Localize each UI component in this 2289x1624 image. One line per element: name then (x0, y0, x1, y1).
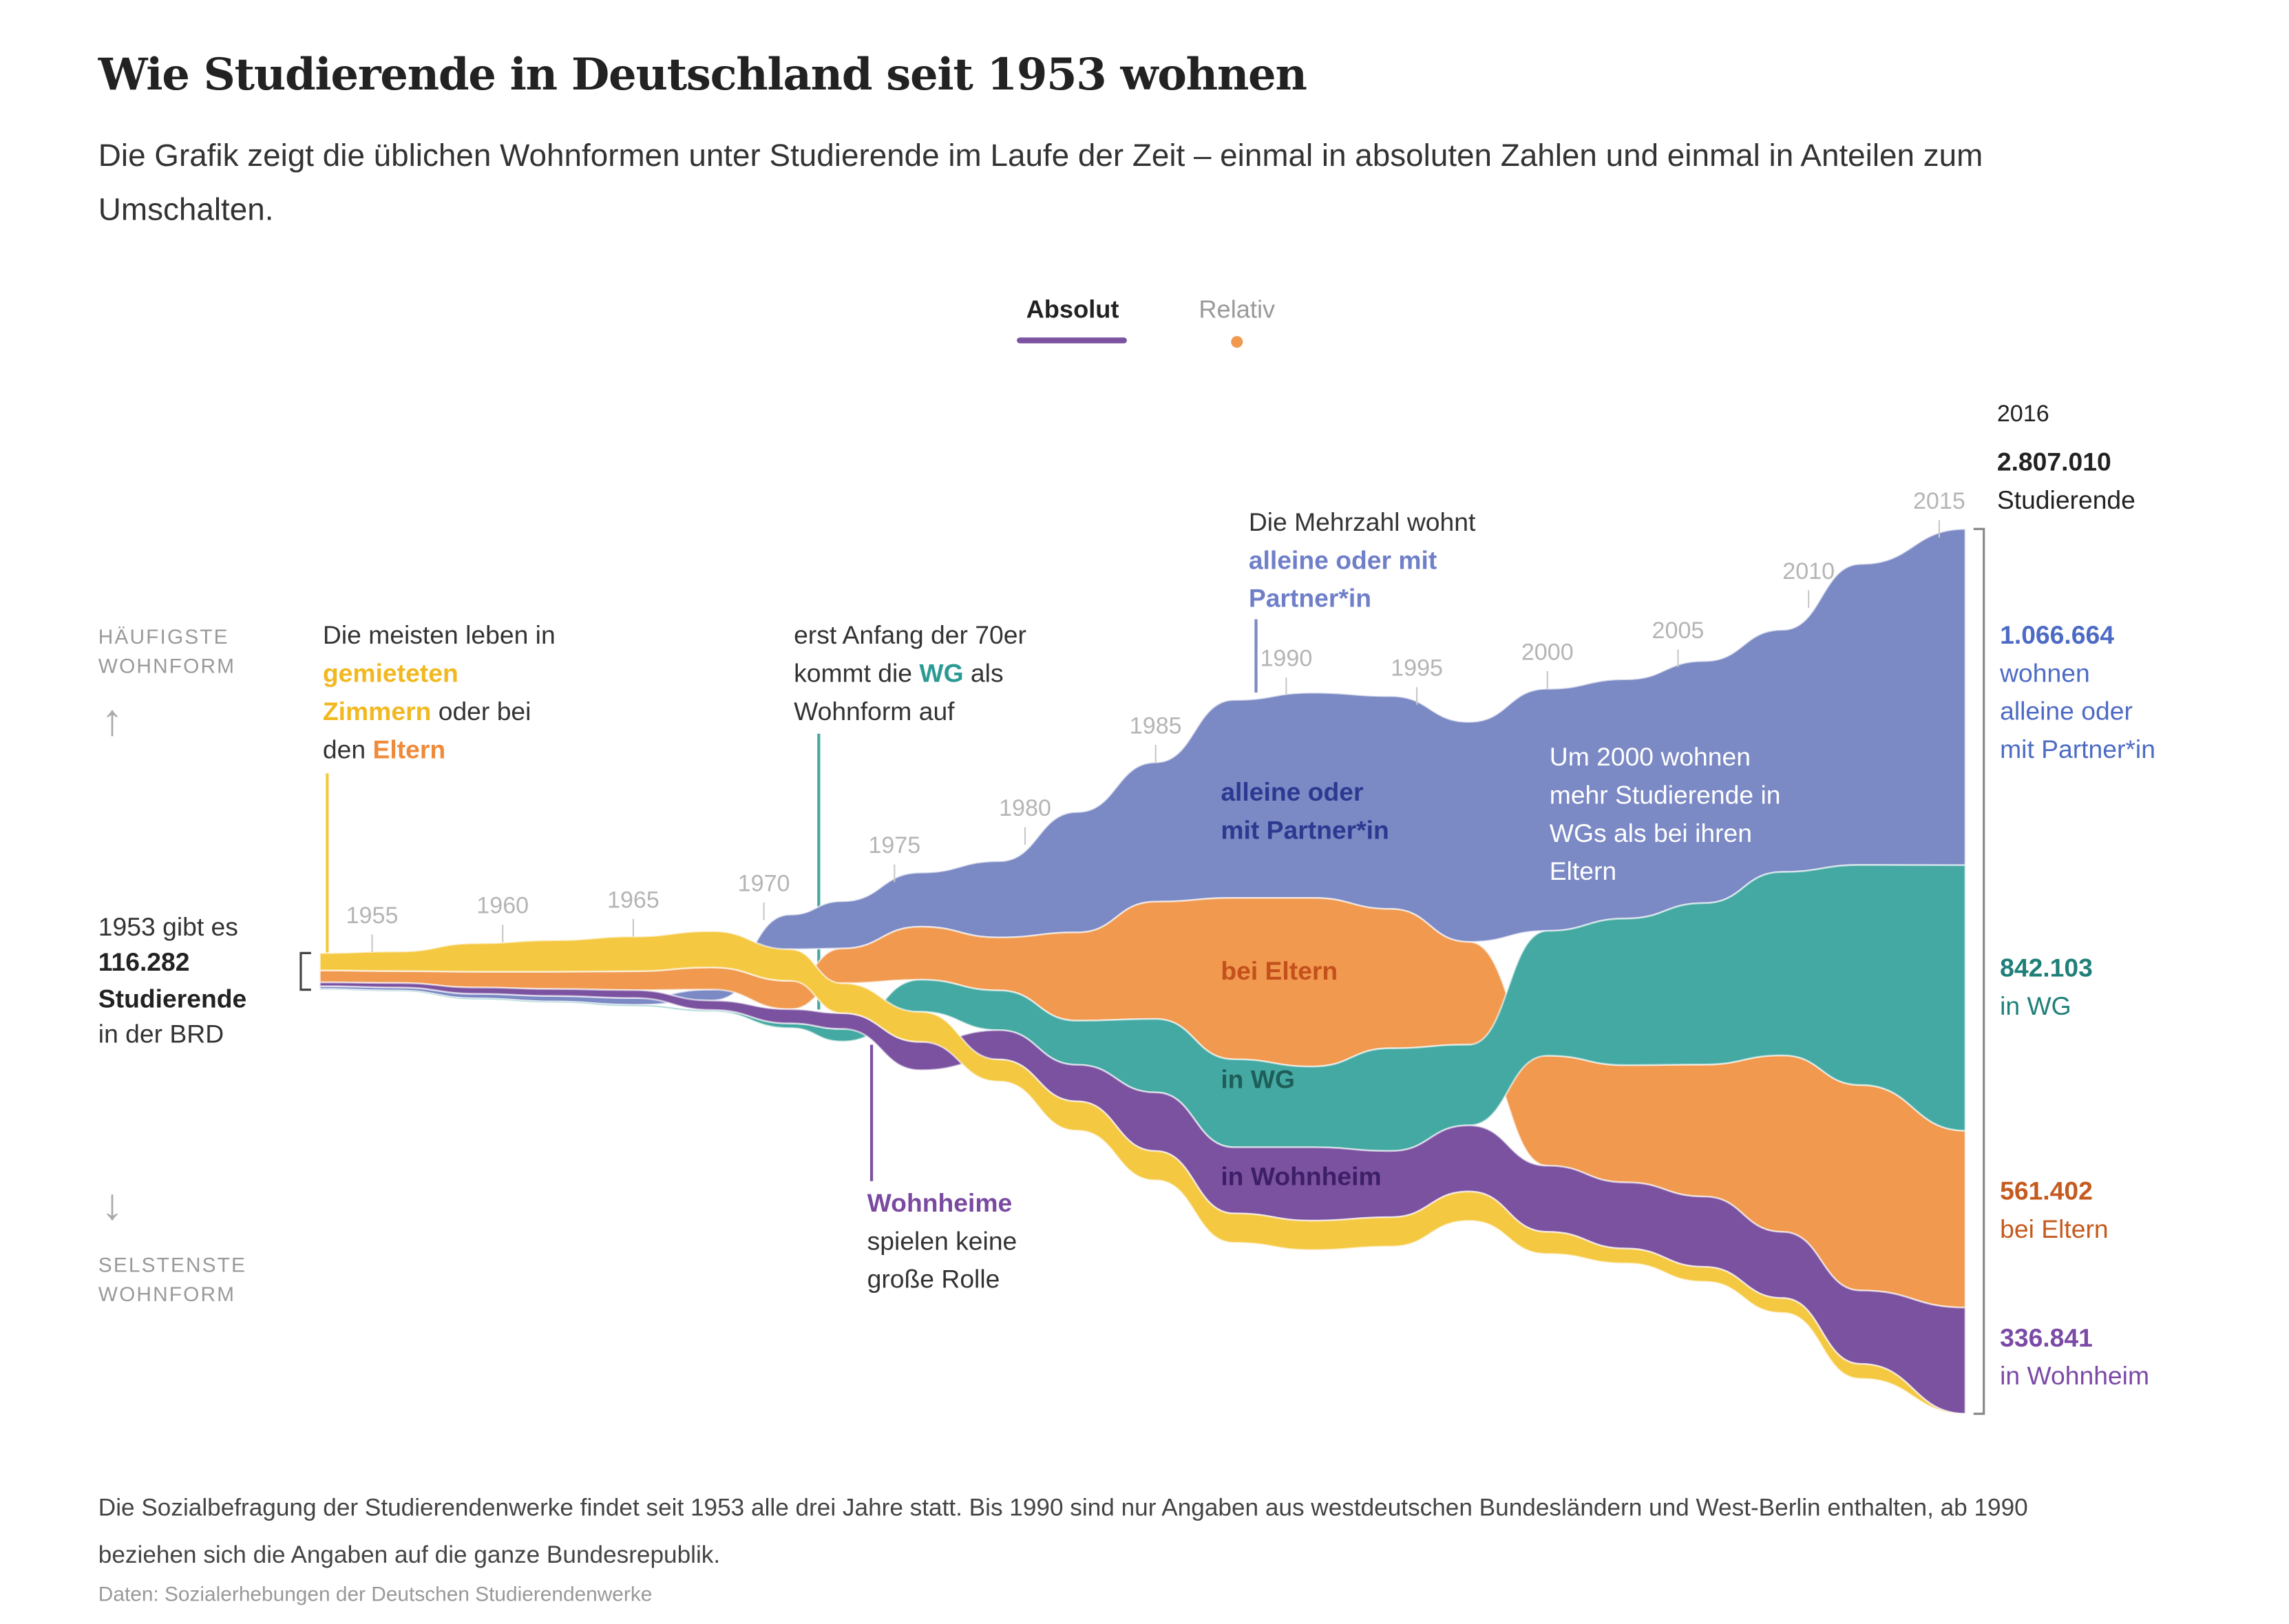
annotation-line: Wohnheime (867, 1188, 1013, 1217)
annotation-text: Eltern (1550, 856, 1616, 885)
toggle-option[interactable]: Absolut (1026, 295, 1119, 323)
end-value-label: 336.841 (2000, 1323, 2093, 1352)
end-total: 2.807.010 (1997, 447, 2111, 476)
end-value-label: 1.066.664 (2000, 620, 2114, 649)
annotation-text: den (323, 735, 373, 763)
end-bracket (1973, 527, 1985, 1415)
axis-label: SELSTENSTE (98, 1254, 246, 1276)
stream-band (319, 930, 1965, 1415)
start-bracket (299, 951, 311, 991)
end-value-label: 842.103 (2000, 953, 2093, 982)
annotation-text: gemieteten (323, 658, 458, 687)
end-series-label: in WG (2000, 991, 2071, 1020)
annotation-text: Wohnheime (867, 1188, 1013, 1217)
series-label: bei Eltern (1221, 956, 1338, 985)
x-tick-label: 1990 (1260, 646, 1312, 672)
start-total: 116.282 (98, 947, 190, 976)
x-tick-label: 1975 (868, 832, 920, 858)
annotation-line: Wohnform auf (794, 697, 955, 726)
end-series-label: in Wohnheim (2000, 1361, 2149, 1390)
annotation-line: spielen keine (867, 1226, 1017, 1255)
x-tick-label: 1980 (999, 795, 1051, 821)
end-total-unit: Studierende (1997, 485, 2135, 514)
annotation-text: große Rolle (867, 1265, 1000, 1294)
annotation-text: alleine oder mit (1249, 545, 1437, 574)
annotation-text: spielen keine (867, 1226, 1017, 1255)
annotation-line: den Eltern (323, 735, 445, 763)
footnote: Die Sozialbefragung der Studierendenwerk… (98, 1495, 2028, 1569)
annotation-text: WG (919, 658, 963, 687)
annotation-text: Die Mehrzahl wohnt (1249, 507, 1476, 536)
annotation-text: Wohnform auf (794, 697, 955, 726)
series-label: alleine oder (1221, 777, 1363, 806)
annotation-line: WGs als bei ihren (1550, 819, 1752, 847)
source: Daten: Sozialerhebungen der Deutschen St… (98, 1581, 653, 1605)
series-label: mit Partner*in (1221, 815, 1389, 844)
annotation-line: Um 2000 wohnen (1550, 742, 1751, 771)
arrow-up: ↑ (101, 695, 123, 745)
annotation-line: alleine oder mit (1249, 545, 1437, 574)
axis-label: WOHNFORM (98, 655, 235, 678)
chart-title: Wie Studierende in Deutschland seit 1953… (98, 50, 1307, 102)
x-tick-label: 2000 (1521, 639, 1574, 665)
end-series-label: wohnen (1999, 658, 2090, 687)
annotation-text: oder bei (431, 697, 531, 726)
annotation-text: Eltern (372, 735, 445, 763)
annotation-text: Um 2000 wohnen (1550, 742, 1751, 771)
annotation-line: mehr Studierende in (1550, 780, 1781, 809)
annotation-line: erst Anfang der 70er (794, 620, 1026, 649)
annotation-leaders: ↑ ↓ (101, 619, 1258, 1229)
annotation-line: gemieteten (323, 658, 458, 687)
annotation-text: WGs als bei ihren (1550, 819, 1752, 847)
x-tick-label: 1970 (738, 870, 790, 896)
x-tick-label: 2005 (1652, 618, 1705, 644)
annotation-line: Zimmern oder bei (323, 697, 531, 726)
annotation-text: als (964, 658, 1004, 687)
arrow-down: ↓ (101, 1179, 123, 1229)
end-series-label: bei Eltern (2000, 1214, 2109, 1243)
end-year: 2016 (1997, 401, 2049, 427)
annotation-text: Die meisten leben in (323, 620, 556, 649)
x-tick-label: 1995 (1391, 655, 1443, 682)
annotation-line: Die Mehrzahl wohnt (1249, 507, 1476, 536)
axis-label: WOHNFORM (98, 1283, 235, 1306)
stream (319, 528, 1967, 1415)
x-tick-label: 1955 (346, 903, 399, 929)
series-label: in WG (1221, 1065, 1295, 1094)
annotation-line: Die meisten leben in (323, 620, 556, 649)
annotation-text: kommt die (794, 658, 919, 687)
axis-label: HÄUFIGSTE (98, 626, 229, 648)
x-tick-label: 2015 (1913, 488, 1965, 514)
start-unit: Studierende (98, 984, 246, 1013)
annotation-line: Eltern (1550, 856, 1616, 885)
end-series-label: alleine oder (2000, 697, 2133, 726)
start-intro: 1953 gibt es (98, 912, 238, 941)
annotation-line: kommt die WG als (794, 658, 1004, 687)
chart-subtitle: Die Grafik zeigt die üblichen Wohnformen… (98, 138, 1983, 228)
x-tick-label: 1965 (607, 887, 660, 913)
series-label: in Wohnheim (1221, 1161, 1381, 1190)
end-series-label: mit Partner*in (2000, 735, 2155, 763)
toggle-dot (1231, 336, 1243, 348)
annotation-text: erst Anfang der 70er (794, 620, 1026, 649)
annotation-text: mehr Studierende in (1550, 780, 1781, 809)
annotation-text: Zimmern (323, 697, 431, 726)
annotation-text: Partner*in (1249, 584, 1371, 613)
x-tick-label: 2010 (1782, 558, 1835, 584)
end-value-label: 561.402 (2000, 1177, 2093, 1205)
x-tick-label: 1960 (476, 893, 529, 919)
annotation-line: große Rolle (867, 1265, 1000, 1294)
toggle-option[interactable]: Relativ (1199, 295, 1275, 323)
start-place: in der BRD (98, 1020, 224, 1048)
annotation-line: Partner*in (1249, 584, 1371, 613)
x-tick-label: 1985 (1130, 713, 1182, 739)
